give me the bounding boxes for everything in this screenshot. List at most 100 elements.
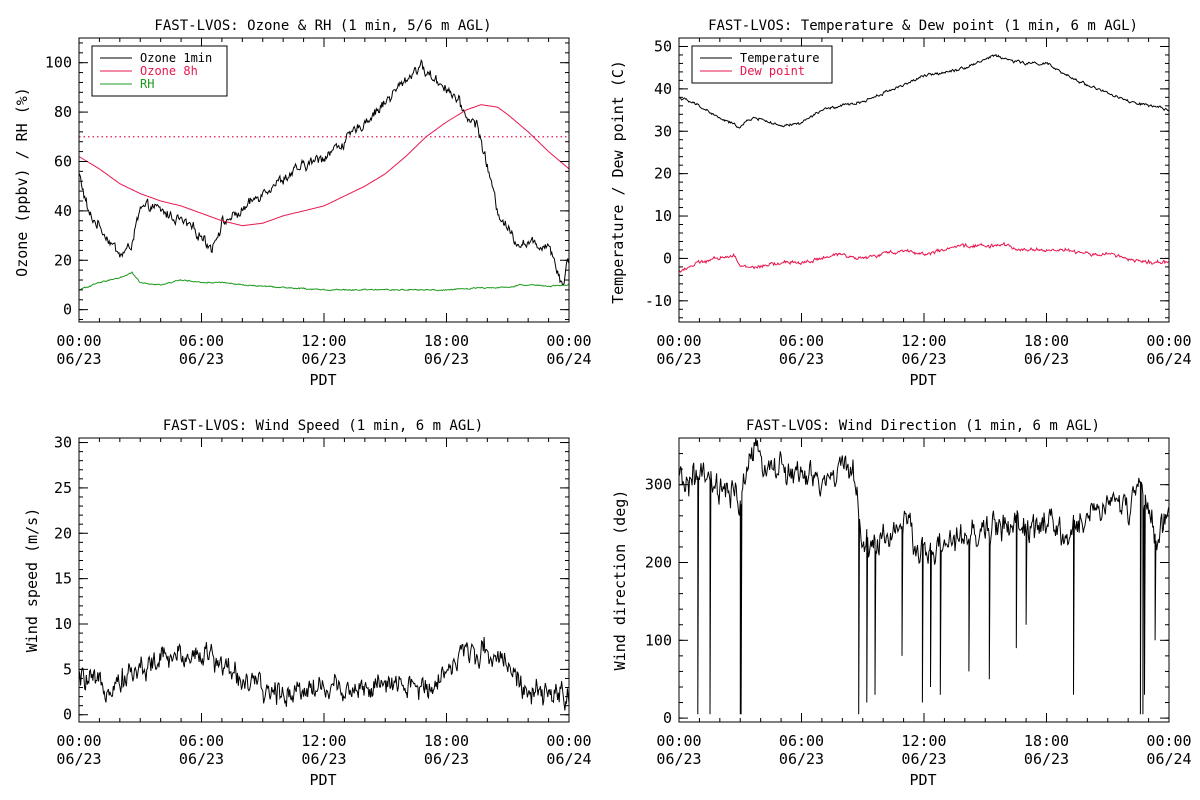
temp-ytick-label: 50: [654, 37, 672, 55]
legend-label-ozone-1min: Ozone 1min: [140, 51, 212, 65]
wdir-ylabel: Wind direction (deg): [611, 490, 629, 671]
temp-xtick-label-date: 06/24: [1146, 350, 1191, 368]
rh-series-line: [79, 271, 569, 292]
wspd-ytick-label: 30: [54, 434, 72, 452]
ozone-xtick-label-time: 00:00: [546, 332, 591, 350]
temp-ytick-label: 40: [654, 80, 672, 98]
temp-xtick-label-date: 06/23: [1024, 350, 1069, 368]
temp-legend: Temperature Dew point: [691, 45, 833, 84]
wspd-xtick-label-time: 06:00: [179, 732, 224, 750]
wdir-plot-frame: [678, 437, 1170, 723]
temp-xlabel: PDT: [909, 371, 936, 389]
temp-legend-box: [691, 45, 833, 84]
wspd-xtick-label-date: 06/23: [179, 750, 224, 768]
temp-ytick-label: 0: [663, 249, 672, 267]
ozone-1min-series-line: [79, 59, 569, 286]
ozone-xlabel: PDT: [309, 371, 336, 389]
ozone-8h-series-line: [79, 104, 569, 227]
wdir-xtick-label-time: 00:00: [1146, 732, 1191, 750]
wspd-xtick-label-date: 06/23: [56, 750, 101, 768]
wspd-xtick-label-date: 06/23: [424, 750, 469, 768]
wspd-xtick-label-time: 18:00: [424, 732, 469, 750]
ozone-xtick-label-date: 06/23: [424, 350, 469, 368]
wdir-panel: FAST-LVOS: Wind Direction (1 min, 6 m AG…: [611, 418, 1192, 789]
temp-xtick-label-time: 06:00: [779, 332, 824, 350]
ozone-ytick-label: 20: [54, 251, 72, 269]
temp-ytick-label: -10: [645, 292, 672, 310]
ozone-ytick-label: 60: [54, 152, 72, 170]
wspd-series-line: [79, 636, 569, 711]
wspd-ytick-label: 15: [54, 570, 72, 588]
temp-ytick-label: 30: [654, 122, 672, 140]
dew-point-series-line: [679, 241, 1169, 273]
ozone-xtick-label-date: 06/23: [56, 350, 101, 368]
wspd-ytick-label: 10: [54, 615, 72, 633]
ozone-xtick-label-date: 06/23: [301, 350, 346, 368]
wspd-xtick-label-time: 00:00: [56, 732, 101, 750]
wdir-plot-area: 010020030000:0006/2306:0006/2312:0006/23…: [645, 437, 1192, 768]
legend-label-dew-point: Dew point: [740, 64, 805, 78]
ozone-legend: Ozone 1min Ozone 8h RH: [91, 45, 228, 97]
wspd-ytick-label: 0: [63, 706, 72, 724]
legend-label-ozone-8h: Ozone 8h: [140, 64, 198, 78]
legend-label-rh: RH: [140, 77, 154, 91]
wspd-title: FAST-LVOS: Wind Speed (1 min, 6 m AGL): [163, 418, 483, 434]
wdir-xtick-label-time: 00:00: [656, 732, 701, 750]
wdir-xtick-label-date: 06/24: [1146, 750, 1191, 768]
ozone-ytick-label: 80: [54, 103, 72, 121]
ozone-xtick-label-time: 18:00: [424, 332, 469, 350]
wspd-panel: FAST-LVOS: Wind Speed (1 min, 6 m AGL) W…: [23, 418, 592, 789]
wspd-xtick-label-date: 06/24: [546, 750, 591, 768]
ozone-xtick-label-date: 06/23: [179, 350, 224, 368]
temp-title: FAST-LVOS: Temperature & Dew point (1 mi…: [708, 18, 1138, 34]
wspd-ytick-label: 25: [54, 479, 72, 497]
temp-xtick-label-date: 06/23: [656, 350, 701, 368]
ozone-panel: FAST-LVOS: Ozone & RH (1 min, 5/6 m AGL)…: [13, 18, 592, 389]
wspd-plot-frame: [78, 437, 570, 723]
wdir-ytick-label: 100: [645, 631, 672, 649]
ozone-xtick-label-time: 12:00: [301, 332, 346, 350]
ozone-plot-area: 02040608010000:0006/2306:0006/2312:0006/…: [45, 37, 592, 368]
wdir-xtick-label-time: 06:00: [779, 732, 824, 750]
wspd-ytick-label: 20: [54, 524, 72, 542]
temp-xtick-label-time: 12:00: [901, 332, 946, 350]
wdir-xtick-label-date: 06/23: [656, 750, 701, 768]
temperature-series-line: [679, 53, 1169, 129]
wspd-ytick-label: 5: [63, 660, 72, 678]
temp-xtick-label-time: 00:00: [1146, 332, 1191, 350]
temp-ytick-label: 20: [654, 165, 672, 183]
wdir-xtick-label-time: 12:00: [901, 732, 946, 750]
ozone-ytick-label: 0: [63, 301, 72, 319]
legend-label-temperature: Temperature: [740, 51, 819, 65]
temp-panel: FAST-LVOS: Temperature & Dew point (1 mi…: [609, 18, 1192, 389]
temp-ylabel: Temperature / Dew point (C): [609, 60, 627, 304]
wspd-xlabel: PDT: [309, 771, 336, 789]
ozone-title: FAST-LVOS: Ozone & RH (1 min, 5/6 m AGL): [154, 18, 491, 34]
ozone-ylabel: Ozone (ppbv) / RH (%): [13, 87, 31, 277]
wdir-xtick-label-date: 06/23: [779, 750, 824, 768]
ozone-xtick-label-date: 06/24: [546, 350, 591, 368]
wdir-title: FAST-LVOS: Wind Direction (1 min, 6 m AG…: [746, 418, 1100, 434]
wdir-xtick-label-date: 06/23: [1024, 750, 1069, 768]
wspd-ylabel: Wind speed (m/s): [23, 508, 41, 653]
wspd-xtick-label-time: 00:00: [546, 732, 591, 750]
wspd-xtick-label-date: 06/23: [301, 750, 346, 768]
temp-ytick-label: 10: [654, 207, 672, 225]
wdir-ytick-label: 0: [663, 709, 672, 727]
temp-xtick-label-time: 00:00: [656, 332, 701, 350]
wdir-xtick-label-date: 06/23: [901, 750, 946, 768]
temp-xtick-label-time: 18:00: [1024, 332, 1069, 350]
ozone-ytick-label: 100: [45, 54, 72, 72]
ozone-ytick-label: 40: [54, 202, 72, 220]
wspd-plot-area: 05101520253000:0006/2306:0006/2312:0006/…: [54, 434, 592, 768]
wspd-xtick-label-time: 12:00: [301, 732, 346, 750]
wdir-xtick-label-time: 18:00: [1024, 732, 1069, 750]
temp-xtick-label-date: 06/23: [779, 350, 824, 368]
temp-plot-area: -100102030405000:0006/2306:0006/2312:000…: [645, 37, 1192, 368]
wdir-ytick-label: 200: [645, 553, 672, 571]
wdir-series-line: [679, 438, 1169, 715]
ozone-xtick-label-time: 00:00: [56, 332, 101, 350]
wdir-xlabel: PDT: [909, 771, 936, 789]
ozone-xtick-label-time: 06:00: [179, 332, 224, 350]
